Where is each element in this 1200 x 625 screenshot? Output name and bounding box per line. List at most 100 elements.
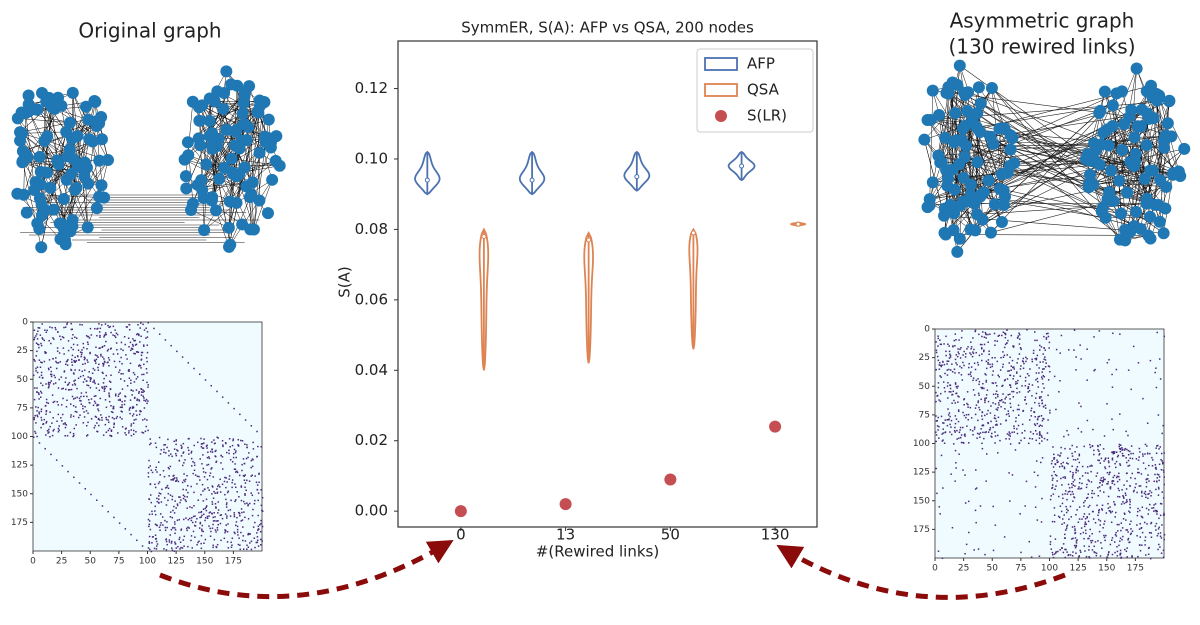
matrix-entry bbox=[226, 515, 228, 517]
node bbox=[240, 134, 253, 147]
matrix-entry bbox=[961, 379, 964, 381]
matrix-entry bbox=[1040, 415, 1043, 417]
matrix-entry bbox=[238, 537, 240, 539]
matrix-entry bbox=[1112, 450, 1115, 453]
matrix-entry bbox=[1116, 480, 1119, 483]
matrix-entry bbox=[162, 524, 164, 526]
arrow bbox=[776, 544, 1066, 600]
matrix-entry bbox=[972, 430, 974, 432]
node bbox=[942, 81, 955, 94]
matrix-entry bbox=[47, 432, 49, 434]
matrix-entry bbox=[1141, 495, 1143, 497]
matrix-entry bbox=[100, 414, 102, 416]
matrix-entry bbox=[87, 421, 89, 424]
matrix-entry bbox=[80, 403, 83, 405]
matrix-entry bbox=[134, 344, 137, 346]
matrix-entry bbox=[86, 359, 88, 361]
matrix-entry bbox=[146, 336, 149, 338]
matrix-entry bbox=[1064, 493, 1066, 495]
matrix-entry bbox=[174, 529, 177, 531]
matrix-entry bbox=[1042, 361, 1044, 363]
matrix-entry bbox=[1072, 493, 1075, 495]
matrix-entry bbox=[1111, 553, 1114, 556]
matrix-entry bbox=[1081, 475, 1084, 477]
matrix-entry bbox=[1072, 471, 1074, 474]
matrix-entry bbox=[219, 522, 222, 525]
matrix-entry bbox=[147, 466, 150, 469]
matrix-entry bbox=[1062, 551, 1065, 554]
matrix-entry bbox=[1099, 490, 1102, 492]
node bbox=[1106, 120, 1119, 133]
matrix-entry bbox=[108, 421, 110, 424]
edge bbox=[991, 87, 1005, 129]
matrix-entry bbox=[78, 482, 81, 484]
node bbox=[948, 183, 961, 196]
matrix-entry bbox=[948, 418, 950, 420]
matrix-entry bbox=[200, 493, 202, 496]
matrix-entry bbox=[1098, 454, 1100, 456]
matrix-entry bbox=[169, 534, 171, 536]
matrix-entry bbox=[1072, 500, 1074, 502]
matrix-entry bbox=[176, 350, 178, 353]
point bbox=[769, 420, 782, 433]
matrix-entry bbox=[137, 333, 140, 336]
network bbox=[11, 65, 286, 254]
node bbox=[59, 238, 72, 251]
matrix-entry bbox=[169, 453, 172, 455]
matrix-entry bbox=[1013, 375, 1015, 377]
violin-median bbox=[690, 230, 696, 236]
matrix-entry bbox=[175, 547, 178, 549]
matrix-entry bbox=[957, 410, 960, 413]
matrix-entry bbox=[1074, 485, 1076, 487]
matrix-entry bbox=[173, 527, 176, 529]
matrix-entry bbox=[211, 513, 213, 515]
matrix-entry bbox=[1064, 537, 1066, 539]
matrix-entry bbox=[155, 524, 158, 526]
matrix-entry bbox=[209, 472, 212, 474]
matrix-entry bbox=[1119, 413, 1121, 415]
matrix-entry bbox=[1016, 372, 1018, 374]
matrix-entry bbox=[201, 447, 204, 449]
matrix-entry bbox=[1031, 360, 1034, 363]
matrix-entry bbox=[1038, 434, 1041, 436]
matrix-entry bbox=[56, 362, 58, 364]
node bbox=[262, 113, 275, 126]
matrix-entry bbox=[132, 338, 134, 340]
matrix-entry bbox=[73, 359, 75, 362]
matrix-entry bbox=[109, 434, 111, 437]
matrix-entry bbox=[40, 419, 43, 421]
matrix-entry bbox=[147, 386, 149, 388]
matrix-entry bbox=[56, 401, 59, 403]
matrix-entry bbox=[73, 427, 76, 430]
matrix-entry bbox=[1085, 497, 1088, 500]
matrix-entry bbox=[1003, 332, 1006, 334]
matrix-entry bbox=[214, 516, 216, 518]
matrix-entry bbox=[984, 373, 986, 375]
matrix-entry bbox=[1041, 419, 1044, 422]
matrix-entry bbox=[1080, 405, 1082, 408]
matrix-entry bbox=[221, 468, 224, 470]
matrix-entry bbox=[948, 345, 950, 347]
matrix-entry bbox=[158, 333, 161, 335]
matrix-entry bbox=[1111, 373, 1113, 376]
matrix-entry bbox=[234, 486, 237, 489]
matrix-entry bbox=[121, 388, 124, 390]
matrix-entry bbox=[1086, 348, 1088, 350]
matrix-entry bbox=[1075, 545, 1077, 548]
matrix-entry bbox=[1009, 356, 1011, 359]
matrix-entry bbox=[1054, 538, 1057, 540]
matrix-entry bbox=[145, 337, 147, 339]
matrix-entry bbox=[1072, 458, 1075, 461]
matrix-entry bbox=[105, 418, 108, 421]
matrix-entry bbox=[1154, 464, 1157, 466]
matrix-entry bbox=[1059, 380, 1061, 382]
matrix-entry bbox=[142, 391, 144, 394]
matrix-entry bbox=[160, 522, 162, 524]
matrix-entry bbox=[160, 501, 163, 503]
matrix-entry bbox=[995, 393, 997, 395]
matrix-entry bbox=[101, 356, 104, 358]
matrix-entry bbox=[60, 338, 62, 341]
matrix-entry bbox=[39, 334, 42, 336]
matrix-entry bbox=[150, 550, 153, 553]
matrix-entry bbox=[936, 395, 938, 397]
